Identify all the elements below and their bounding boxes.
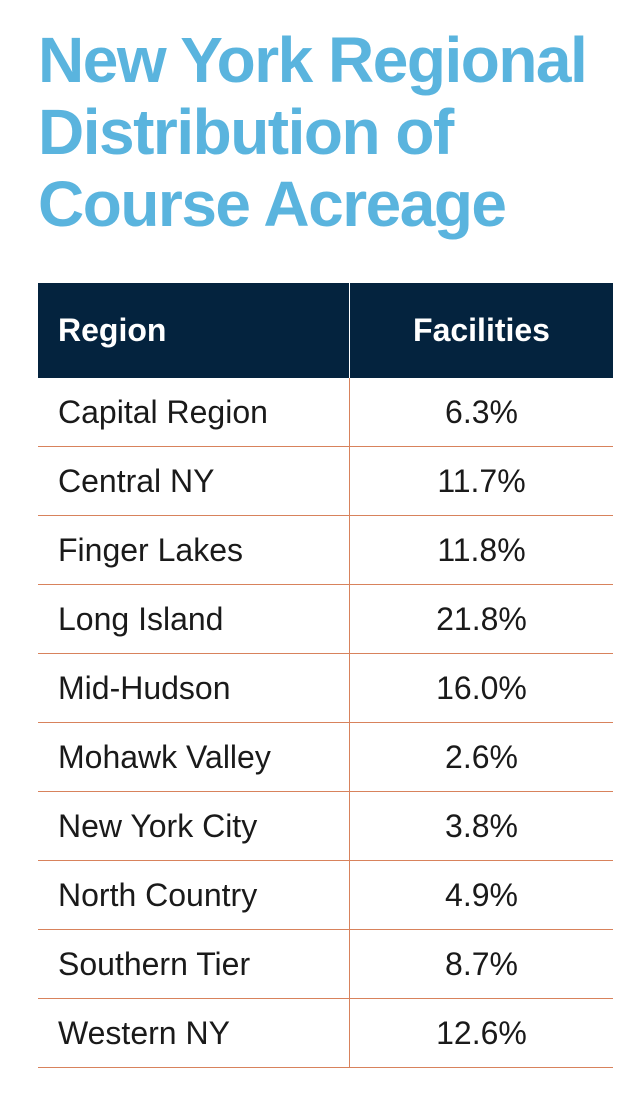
region-cell: Finger Lakes — [38, 516, 350, 584]
region-cell: Long Island — [38, 585, 350, 653]
facilities-cell: 8.7% — [445, 945, 518, 982]
table-row: North Country 4.9% — [38, 861, 613, 930]
region-cell: North Country — [38, 861, 350, 929]
table-row: Mohawk Valley 2.6% — [38, 723, 613, 792]
region-cell: Capital Region — [38, 378, 350, 446]
region-cell: New York City — [38, 792, 350, 860]
table-row: Capital Region 6.3% — [38, 378, 613, 447]
facilities-cell: 11.8% — [437, 531, 526, 568]
facilities-cell: 11.7% — [437, 462, 526, 499]
table-row: Finger Lakes 11.8% — [38, 516, 613, 585]
facilities-cell: 21.8% — [436, 600, 527, 637]
facilities-cell: 2.6% — [445, 738, 518, 775]
table-row: Central NY 11.7% — [38, 447, 613, 516]
region-cell: Western NY — [38, 999, 350, 1067]
table-header-row: Region Facilities — [38, 283, 613, 378]
column-header-facilities: Facilities — [413, 312, 550, 348]
facilities-cell: 4.9% — [445, 876, 518, 913]
data-table: Region Facilities Capital Region 6.3% Ce… — [38, 283, 613, 1068]
facilities-cell: 16.0% — [436, 669, 527, 706]
region-cell: Central NY — [38, 447, 350, 515]
table-row: Long Island 21.8% — [38, 585, 613, 654]
facilities-cell: 12.6% — [436, 1014, 527, 1051]
column-header-region: Region — [38, 283, 350, 378]
table-row: Western NY 12.6% — [38, 999, 613, 1068]
facilities-cell: 6.3% — [445, 393, 518, 430]
region-cell: Mid-Hudson — [38, 654, 350, 722]
facilities-cell: 3.8% — [445, 807, 518, 844]
table-row: Mid-Hudson 16.0% — [38, 654, 613, 723]
chart-title: New York Regional Distribution of Course… — [38, 24, 588, 240]
table-row: Southern Tier 8.7% — [38, 930, 613, 999]
region-cell: Mohawk Valley — [38, 723, 350, 791]
table-row: New York City 3.8% — [38, 792, 613, 861]
region-cell: Southern Tier — [38, 930, 350, 998]
